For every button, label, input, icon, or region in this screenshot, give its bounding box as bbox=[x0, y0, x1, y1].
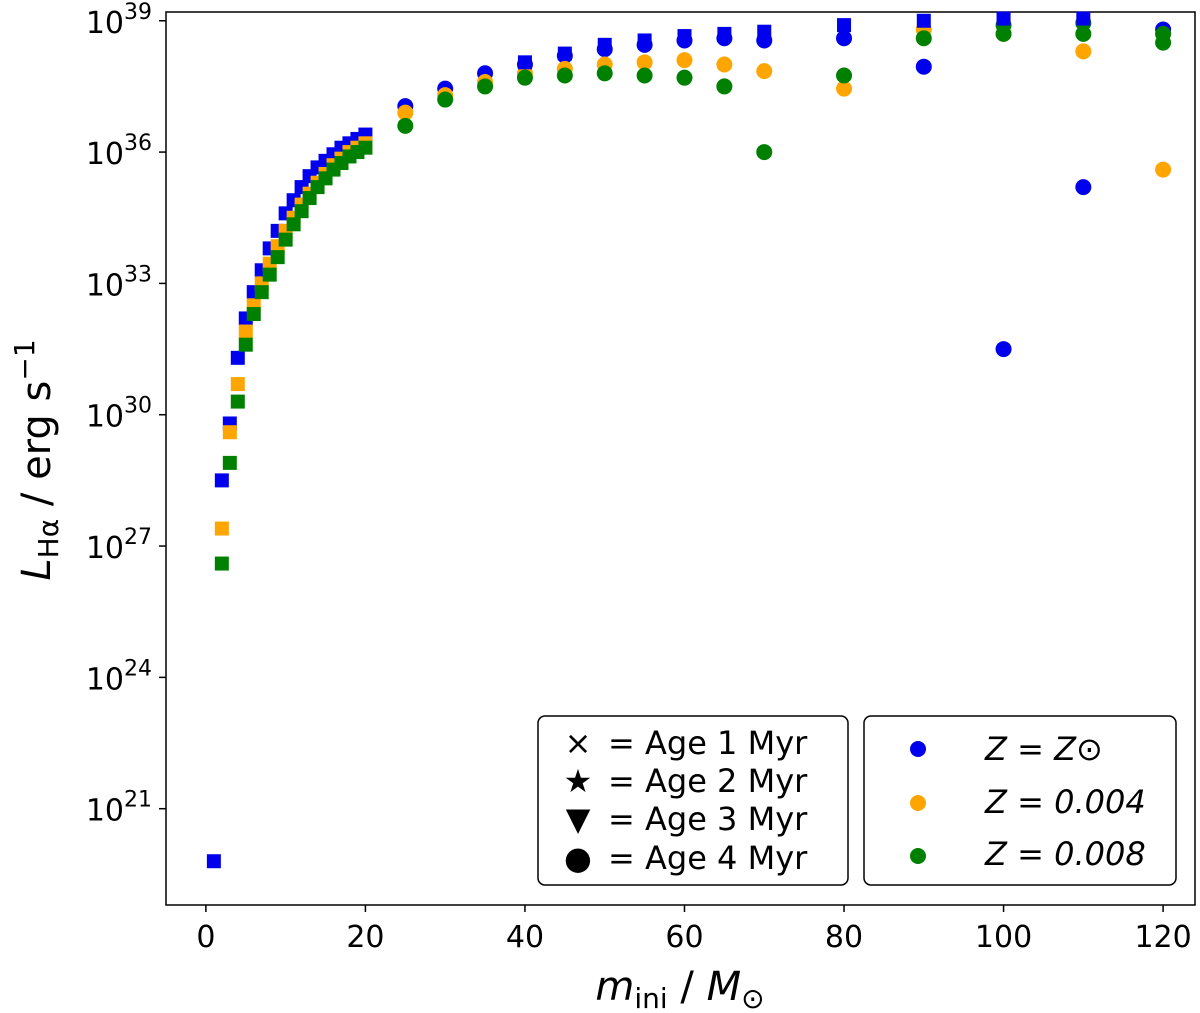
x-tick-label: 120 bbox=[1134, 920, 1191, 955]
data-point bbox=[636, 54, 653, 71]
data-point bbox=[1075, 179, 1092, 196]
data-point bbox=[302, 191, 317, 206]
data-point bbox=[262, 267, 277, 282]
data-points bbox=[206, 11, 1172, 869]
y-axis-ticks: 1021 1024 1027 1030 1033 1036 1039 bbox=[86, 0, 166, 829]
data-point bbox=[836, 80, 853, 97]
data-point bbox=[397, 117, 414, 134]
data-point bbox=[996, 11, 1011, 26]
data-point bbox=[716, 56, 733, 73]
data-point bbox=[1075, 25, 1092, 42]
data-point bbox=[837, 18, 852, 33]
legend-age-text: = Age 3 Myr bbox=[608, 800, 808, 838]
data-point bbox=[597, 37, 612, 52]
y-tick-label: 1030 bbox=[86, 394, 152, 435]
data-point bbox=[995, 25, 1012, 42]
data-point bbox=[294, 204, 309, 219]
y-tick-label: 1027 bbox=[86, 525, 152, 566]
data-point bbox=[477, 78, 494, 95]
data-point bbox=[397, 104, 414, 121]
data-point bbox=[206, 854, 221, 869]
legend-z008-marker bbox=[910, 848, 926, 864]
legend-z004-marker bbox=[910, 795, 926, 811]
data-point bbox=[995, 341, 1012, 358]
x-tick-label: 20 bbox=[346, 920, 384, 955]
data-point bbox=[246, 307, 261, 322]
data-point bbox=[676, 52, 693, 69]
x-tick-label: 60 bbox=[665, 920, 703, 955]
legend-metallicity-box bbox=[863, 715, 1177, 886]
data-point bbox=[516, 69, 533, 86]
data-point bbox=[437, 91, 454, 108]
y-axis-label: LHα / erg s−1 bbox=[8, 339, 65, 580]
y-tick-label: 1021 bbox=[86, 788, 152, 829]
legend-age-symbol: ★ bbox=[564, 762, 593, 800]
data-point bbox=[1076, 11, 1091, 26]
data-point bbox=[270, 250, 285, 265]
legend-solar-marker bbox=[910, 741, 926, 757]
data-point bbox=[836, 30, 853, 47]
data-point bbox=[254, 285, 269, 300]
data-point bbox=[1075, 43, 1092, 60]
x-tick-label: 0 bbox=[196, 920, 215, 955]
data-point bbox=[517, 55, 532, 70]
data-point bbox=[756, 63, 773, 80]
data-point bbox=[677, 29, 692, 44]
data-point bbox=[556, 67, 573, 84]
legend-solar-text: Z = Z⊙ bbox=[984, 730, 1103, 768]
legend-z004-text: Z = 0.004 bbox=[984, 783, 1146, 821]
plot-frame bbox=[165, 11, 1196, 906]
data-point bbox=[637, 33, 652, 48]
data-point bbox=[214, 556, 229, 571]
legend-z008-text: Z = 0.008 bbox=[984, 835, 1146, 873]
data-point bbox=[222, 425, 237, 440]
legend-age-text: = Age 1 Myr bbox=[608, 724, 808, 762]
y-tick-label: 1024 bbox=[86, 656, 152, 697]
data-point bbox=[756, 144, 773, 161]
data-point bbox=[214, 473, 229, 488]
data-point bbox=[214, 521, 229, 536]
x-tick-label: 80 bbox=[825, 920, 863, 955]
legend-age-text: = Age 4 Myr bbox=[608, 839, 808, 877]
x-axis-ticks: 0 20 40 60 80 100 120 bbox=[196, 905, 1192, 955]
data-point bbox=[230, 377, 245, 392]
data-point bbox=[557, 46, 572, 61]
y-tick-label: 1033 bbox=[86, 262, 152, 303]
data-point bbox=[915, 30, 932, 47]
legend-age-box bbox=[537, 715, 849, 886]
y-tick-label: 1039 bbox=[86, 0, 152, 41]
data-point bbox=[836, 67, 853, 84]
data-point bbox=[717, 26, 732, 41]
data-point bbox=[757, 24, 772, 39]
legend-age-symbol: ▼ bbox=[566, 800, 591, 838]
data-point bbox=[358, 140, 373, 155]
data-point bbox=[238, 337, 253, 352]
x-tick-label: 40 bbox=[506, 920, 544, 955]
data-point bbox=[230, 394, 245, 409]
data-point bbox=[596, 65, 613, 82]
data-point bbox=[716, 78, 733, 95]
legend-metallicity: Z = Z⊙ Z = 0.004 Z = 0.008 bbox=[863, 715, 1177, 886]
legend-age-text: = Age 2 Myr bbox=[608, 762, 808, 800]
data-point bbox=[278, 232, 293, 247]
data-point bbox=[1155, 34, 1172, 51]
data-point bbox=[915, 58, 932, 75]
data-point bbox=[238, 324, 253, 339]
legend-age-markers: × = Age 1 Myr ★ = Age 2 Myr ▼ = Age 3 My… bbox=[537, 715, 849, 886]
x-axis-label: mini / M⊙ bbox=[595, 964, 764, 1013]
x-tick-label: 100 bbox=[975, 920, 1032, 955]
data-point bbox=[676, 69, 693, 86]
legend-age-symbol: ● bbox=[564, 839, 592, 877]
data-point bbox=[916, 13, 931, 28]
data-point bbox=[636, 67, 653, 84]
data-point bbox=[230, 350, 245, 365]
data-point bbox=[286, 217, 301, 232]
data-point bbox=[1155, 161, 1172, 178]
data-point bbox=[222, 455, 237, 470]
legend-age-symbol: × bbox=[565, 724, 592, 762]
y-tick-label: 1036 bbox=[86, 131, 152, 172]
